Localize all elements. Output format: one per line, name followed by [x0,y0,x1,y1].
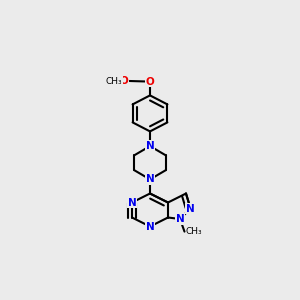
Text: O: O [146,76,154,87]
Text: CH₃: CH₃ [186,227,202,236]
Text: N: N [186,203,195,214]
Text: N: N [176,214,184,224]
Text: N: N [146,174,154,184]
Text: N: N [128,197,136,208]
Text: N: N [146,141,154,151]
Text: CH₃: CH₃ [106,76,122,85]
Text: O: O [119,76,128,86]
Text: N: N [146,221,154,232]
